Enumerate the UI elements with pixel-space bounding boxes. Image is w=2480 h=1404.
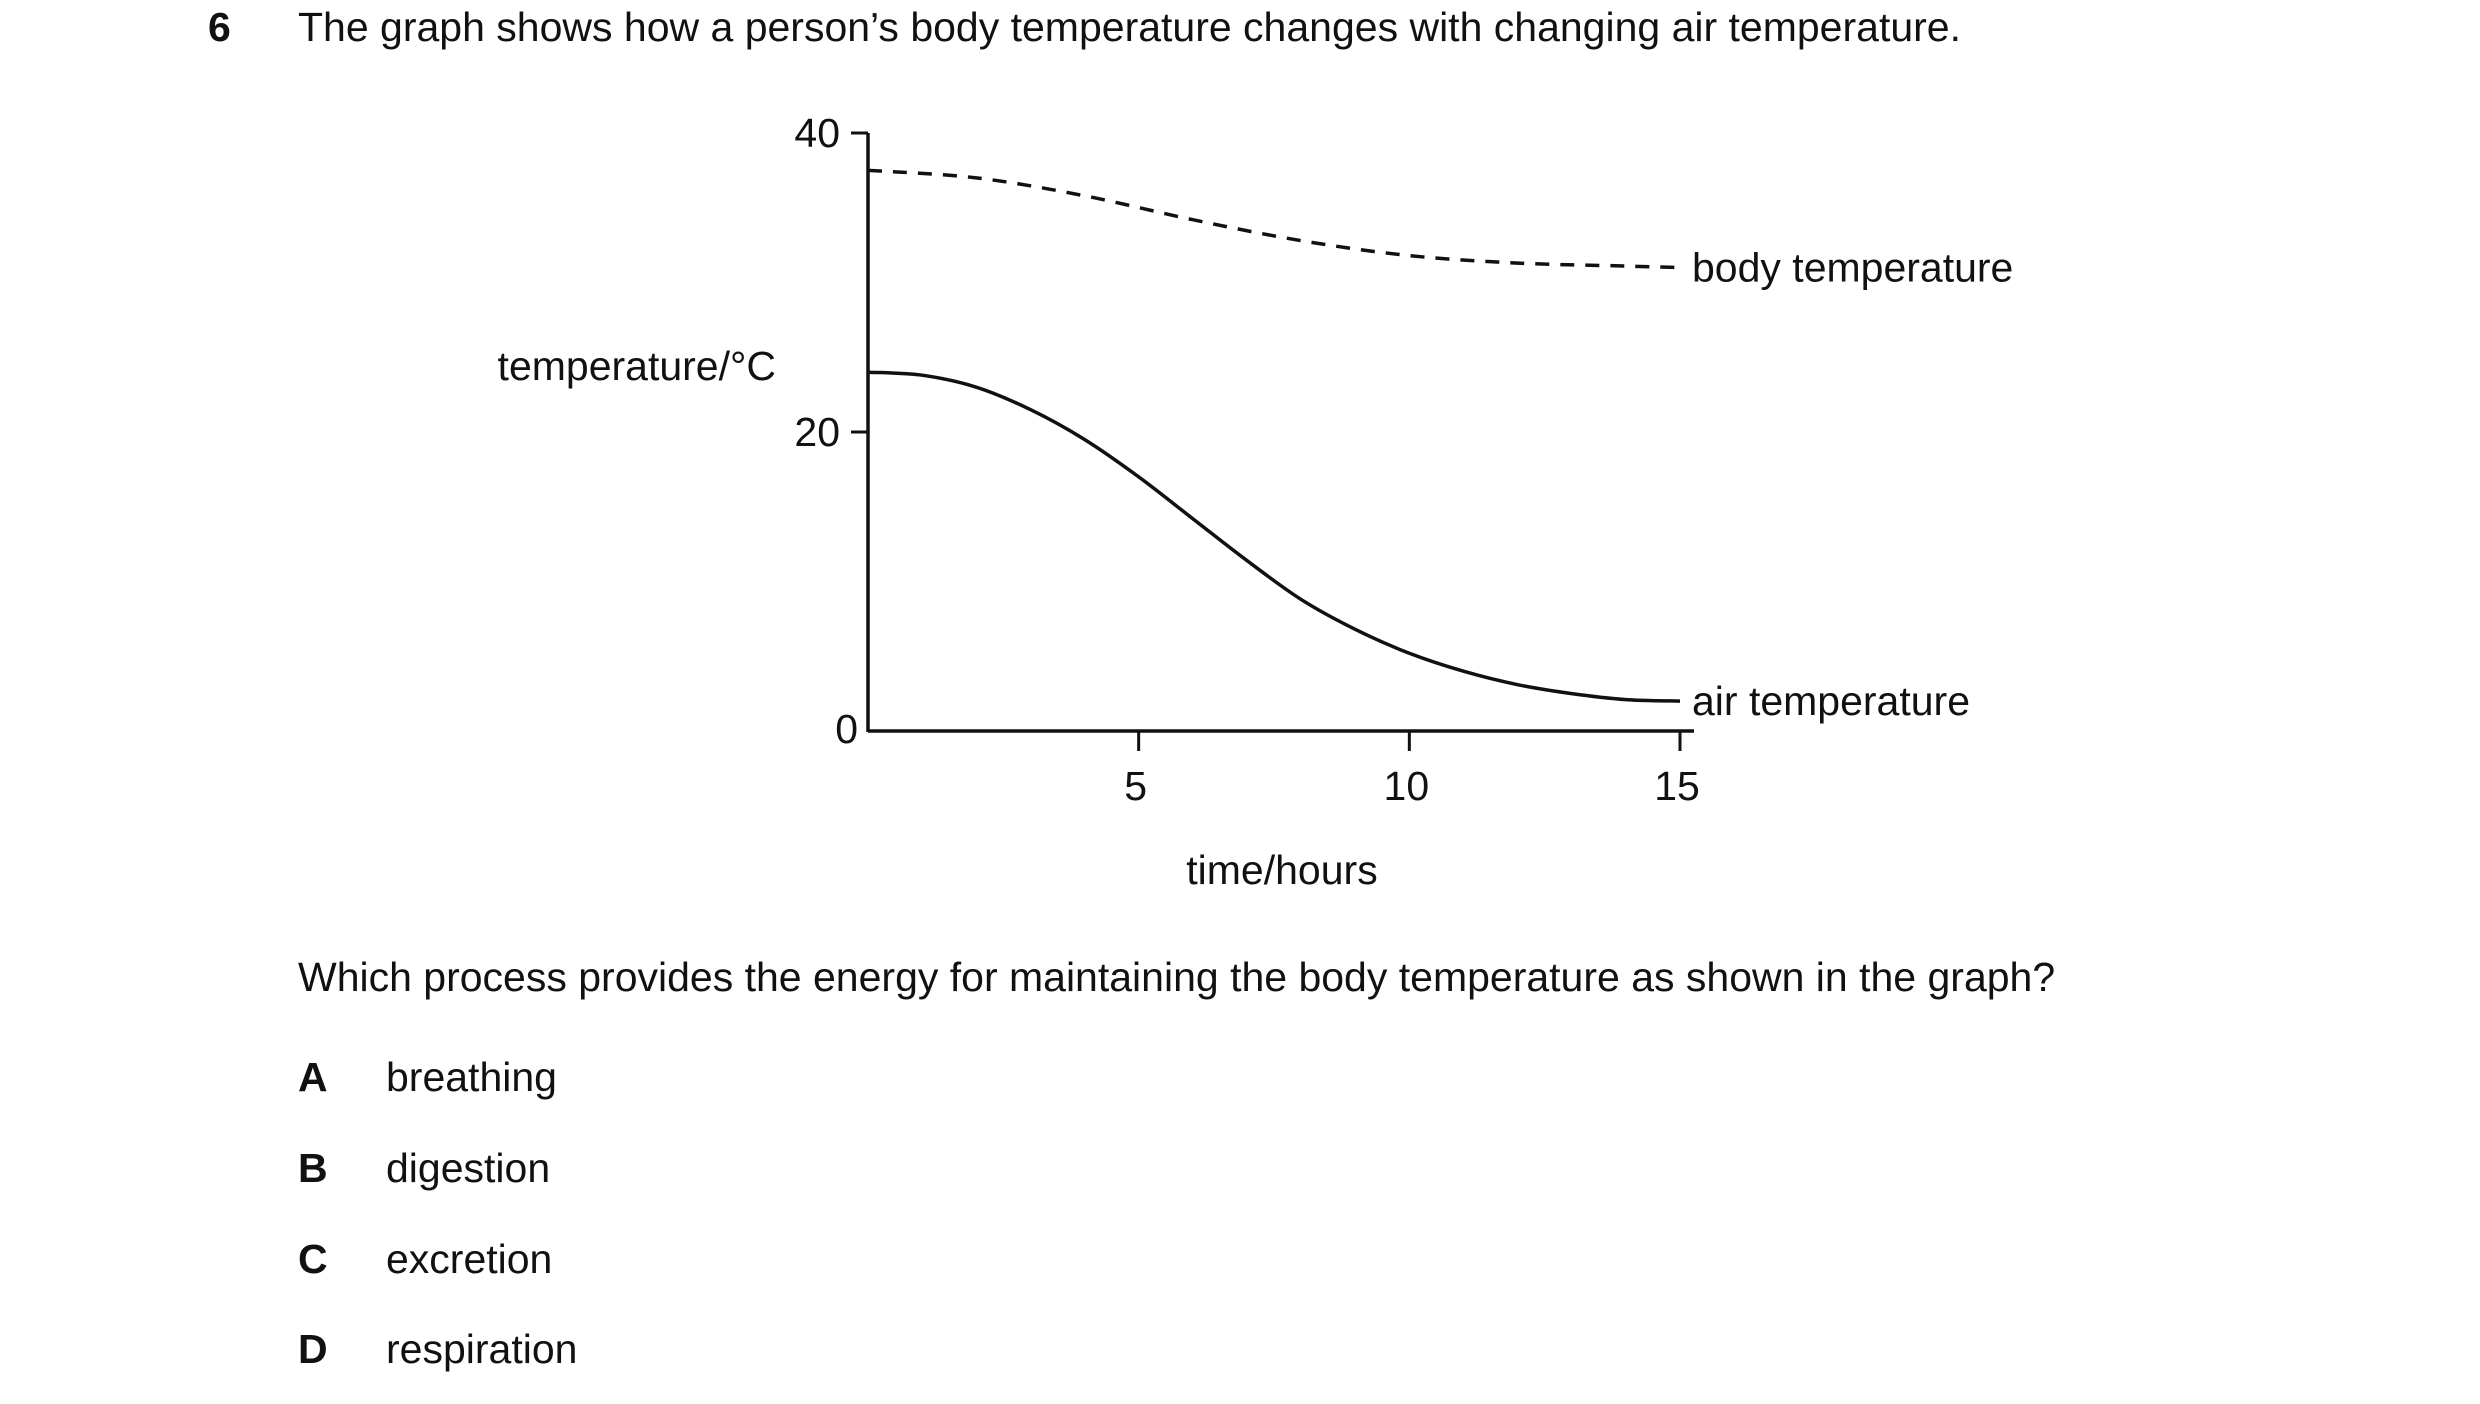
option-letter: A bbox=[298, 1054, 328, 1100]
question-intro: The graph shows how a person’s body temp… bbox=[298, 4, 1961, 50]
option-text: breathing bbox=[386, 1054, 557, 1100]
question-number: 6 bbox=[208, 4, 231, 50]
temperature-chart: 0 20 40 5 10 15 temperature/°C time/hours body t… bbox=[498, 110, 2014, 893]
option-letter: B bbox=[298, 1145, 328, 1191]
x-tick-label: 10 bbox=[1384, 763, 1430, 809]
x-tick-label: 15 bbox=[1654, 763, 1700, 809]
body-temperature-line bbox=[867, 168, 1681, 270]
chart-labels: 0 20 40 5 10 15 temperature/°C time/hours body t… bbox=[498, 110, 2014, 893]
question-prompt: Which process provides the energy for ma… bbox=[298, 954, 2056, 1000]
option-letter: C bbox=[298, 1236, 328, 1282]
chart-series bbox=[867, 168, 1681, 703]
x-tick-label: 5 bbox=[1124, 763, 1147, 809]
option-text: digestion bbox=[386, 1145, 551, 1191]
option-text: excretion bbox=[386, 1236, 553, 1282]
x-axis-label: time/hours bbox=[1186, 847, 1377, 893]
series-label: body temperature bbox=[1692, 245, 2013, 291]
air-temperature-line bbox=[867, 370, 1681, 703]
y-tick-label: 20 bbox=[794, 409, 840, 455]
y-axis-label: temperature/°C bbox=[498, 343, 776, 389]
option-letter: D bbox=[298, 1326, 328, 1372]
y-tick-label: 40 bbox=[794, 110, 840, 156]
y-tick-label: 0 bbox=[835, 706, 858, 752]
chart-axes bbox=[851, 131, 1694, 751]
series-label: air temperature bbox=[1692, 678, 1970, 724]
option-text: respiration bbox=[386, 1326, 578, 1372]
